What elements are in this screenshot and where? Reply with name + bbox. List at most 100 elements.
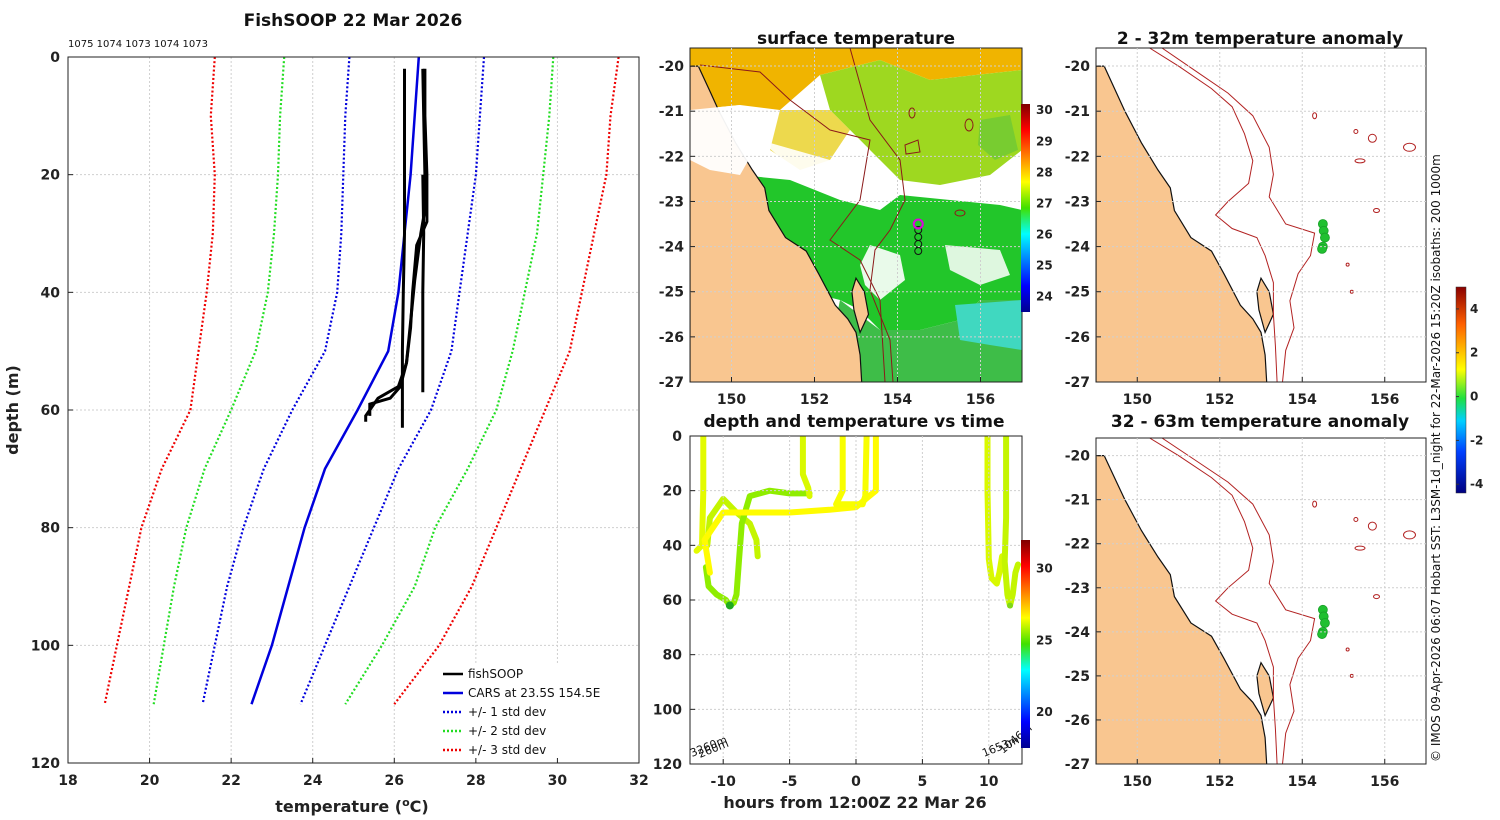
anomaly-lower-xtick-label: 156 [1370,774,1399,790]
anomaly-upper-panel: 2 - 32m temperature anomaly 150 152 154 156… [1065,29,1427,408]
anomaly-upper-reef-contour [1367,133,1377,143]
sst-reef-contour [908,107,916,119]
anomaly-lower-panel: 32 - 63m temperature anomaly 150 152 154 15… [1065,412,1427,790]
ship-track-markers [912,218,924,256]
cast-ids-annotation: 1075 1074 1073 1074 1073 [68,39,208,50]
ship-position-marker [914,247,923,256]
anomaly-colorbar-tick-label: 2 [1470,346,1478,360]
anomaly-lower-reef-contour [1403,530,1416,540]
profile-line--3-std [393,56,620,705]
anomaly-upper-isobath-1000m [1161,48,1316,382]
profile-ytick-label: 120 [31,756,60,772]
profile-ylabel: depth (m) [3,365,22,455]
anomaly-upper-points [1317,219,1330,254]
depth-time-ytick-label: 80 [663,648,683,664]
sst-colorbar-tick-label: 25 [1036,258,1053,272]
sst-cloud-east [945,245,1010,285]
anomaly-lower-anomaly-point [1320,618,1330,628]
depth-time-track [799,436,813,500]
anomaly-lower-isobaths [1149,438,1416,764]
profile-xtick-label: 24 [303,773,323,789]
legend-entry-label: fishSOOP [468,667,523,681]
sst-ytick-label: -20 [659,59,685,75]
ship-current-position [912,218,924,230]
anomaly-upper-ytick-label: -23 [1065,194,1090,210]
profile-xtick-label: 18 [58,773,77,789]
anomaly-upper-reef-contour [1345,262,1350,267]
sst-ticks: 150 152 154 156 -20 -21 -22 -23 -24 -25 -26 -27 [659,48,1022,408]
profile-ytick-label: 0 [50,50,60,66]
sst-isobath-200m [699,64,886,382]
depth-time-track [984,436,1006,587]
sst-colorbar-tick-label: 26 [1036,227,1053,241]
anomaly-upper-ytick-label: -25 [1065,285,1090,301]
profile-line--2-std [152,56,286,705]
anomaly-lower-reef-contour [1353,517,1359,522]
depth-time-colorbar-tick-label: 20 [1036,705,1053,719]
anomaly-lower-reef-contour [1367,521,1377,531]
anomaly-lower-ytick-label: -27 [1065,757,1090,773]
sst-reef-contour [964,118,974,132]
profile-xlabel: temperature (oC) [275,796,428,816]
depth-time-xtick-label: -5 [782,774,798,790]
depth-time-colorbar-ticks: 20 25 30 [1036,562,1053,719]
anomaly-lower-xtick-label: 150 [1123,774,1152,790]
profile-line--3-std [103,56,216,705]
profile-ticks: 18 20 22 24 26 28 30 32 0 20 40 60 80 100 120 [31,50,649,789]
anomaly-lower-ytick-label: -26 [1065,713,1090,729]
sst-ytick-label: -23 [659,194,684,210]
anomaly-lower-ytick-label: -21 [1065,493,1090,509]
sst-map-area [690,48,1022,382]
sst-warm-band-north [690,48,1022,110]
profile-legend: fishSOOP CARS at 23.5S 154.5E +/- 1 std de… [440,663,635,758]
xlabel-unit: C) [410,797,429,816]
anomaly-colorbar-ticks: -4 -2 0 2 4 [1456,302,1483,491]
anomaly-upper-reef-contour [1312,112,1318,120]
anomaly-upper-reef-contour [1354,158,1366,164]
profile-ytick-label: 80 [41,521,61,537]
anomaly-upper-xtick-label: 156 [1370,392,1399,408]
anomaly-upper-ytick-label: -26 [1065,330,1090,346]
depth-time-ytick-label: 120 [653,757,682,773]
depth-time-track [1001,436,1021,609]
anomaly-upper-isobath-200m [1149,48,1278,382]
profile-line--1-std [299,56,486,705]
legend-entry-label: +/- 1 std dev [468,705,546,719]
sst-reef-contour [904,139,921,155]
anomaly-lower-xtick-label: 154 [1288,774,1317,790]
sst-xtick-label: 154 [883,392,912,408]
depth-time-xlabel: hours from 12:00Z 22 Mar 26 [723,793,986,812]
anomaly-lower-reef-contour [1345,647,1350,652]
profile-grid [68,57,639,763]
depth-time-cold-point [725,601,734,610]
sst-colorbar-tick-label: 27 [1036,196,1053,210]
legend-entry-label: CARS at 23.5S 154.5E [468,686,600,700]
anomaly-upper-ytick-label: -20 [1065,59,1091,75]
anomaly-upper-xtick-label: 150 [1123,392,1152,408]
sst-cyan-patch [955,300,1022,350]
anomaly-upper-isobaths [1149,48,1416,382]
anomaly-lower-ytick-label: -25 [1065,669,1090,685]
anomaly-upper-reef-contour [1403,142,1416,152]
sst-reef-contour [954,209,966,217]
profile-line-fishsoop-cast-1 [400,68,406,428]
anomaly-upper-reef-contour [1353,129,1359,134]
depth-time-track [693,436,707,554]
depth-time-ytick-label: 40 [663,538,683,554]
anomaly-lower-isobath-200m [1149,438,1278,764]
anomaly-lower-reef-contour [1373,594,1380,600]
anomaly-upper-xtick-label: 152 [1205,392,1234,408]
anomaly-upper-ytick-label: -24 [1065,240,1091,256]
sst-ytick-label: -27 [659,375,684,391]
profile-ytick-label: 60 [41,403,61,419]
anomaly-upper-anomaly-point [1320,232,1330,243]
anomaly-colorbar-tick-label: -4 [1470,477,1483,491]
anomaly-upper-title: 2 - 32m temperature anomaly [1117,29,1403,49]
profile-title: FishSOOP 22 Mar 2026 [244,11,463,31]
sst-ytick-label: -26 [659,330,684,346]
anomaly-lower-isobath-1000m [1161,438,1316,764]
anomaly-lower-anomaly-point [1317,629,1327,639]
sst-isobath-1000m [849,48,906,382]
profile-ytick-label: 40 [41,285,61,301]
